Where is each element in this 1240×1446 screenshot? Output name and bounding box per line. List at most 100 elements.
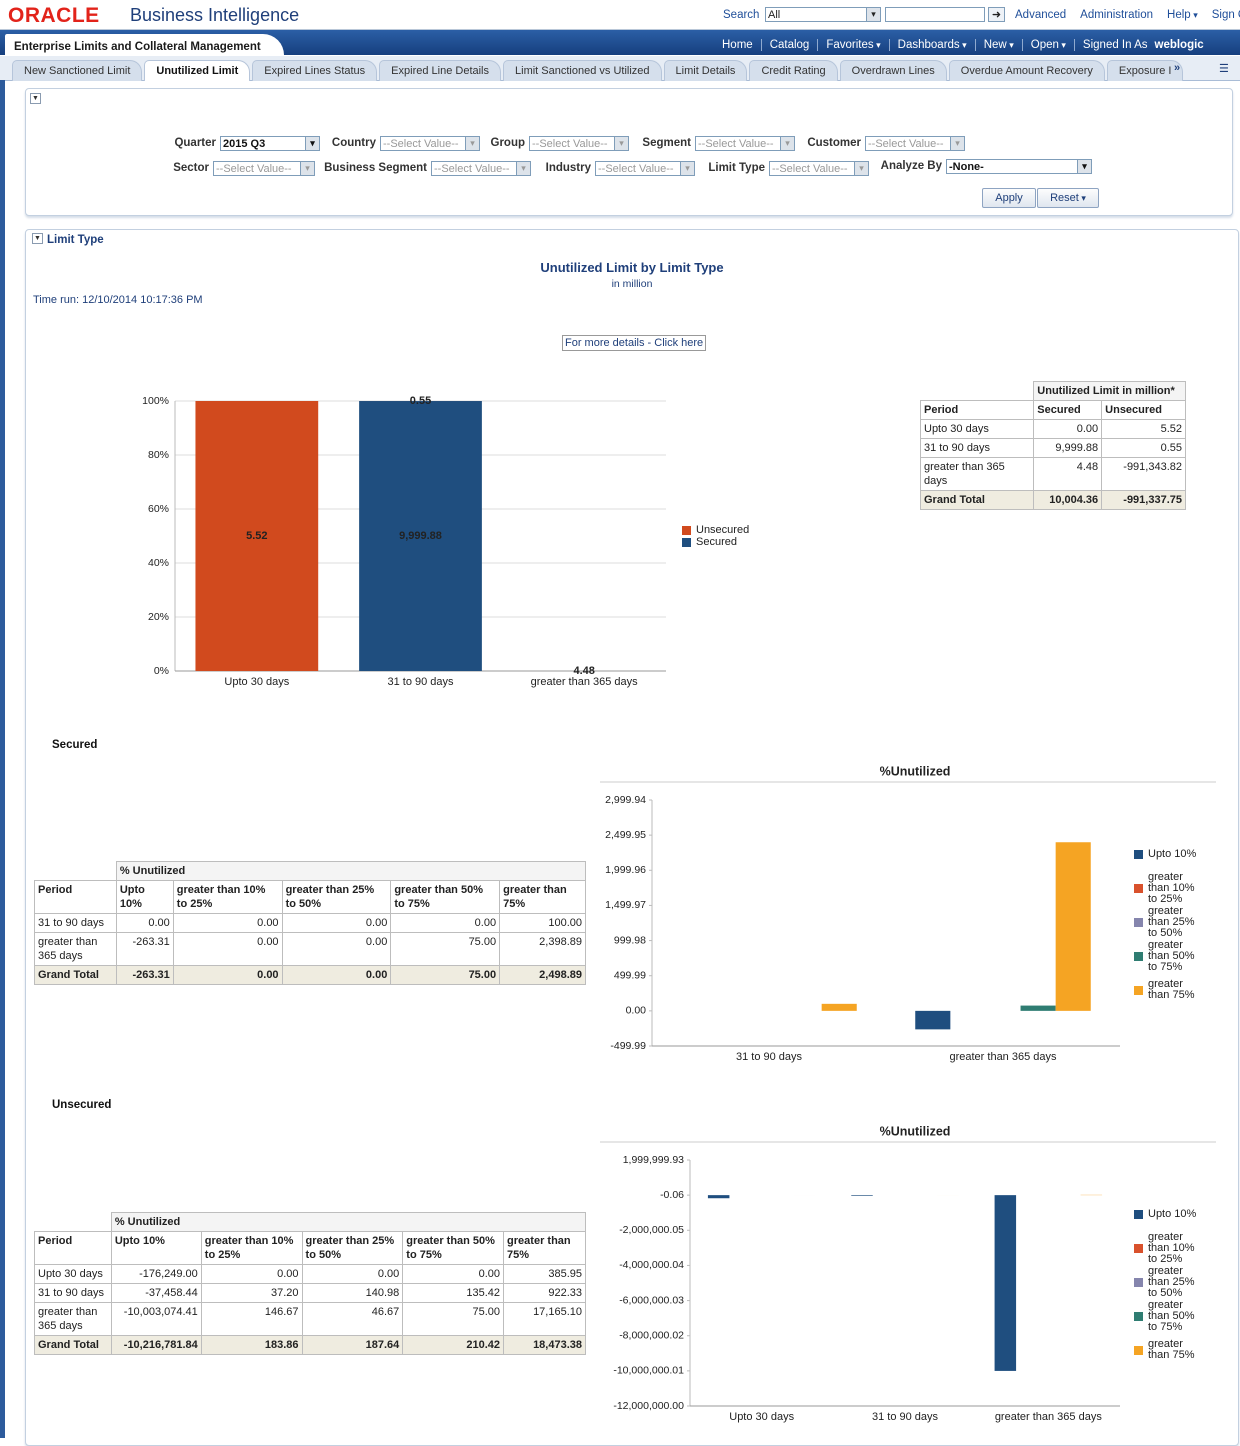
table-cell: 0.00 [403,1265,504,1284]
table-cell: Upto 30 days [921,420,1034,439]
x-tick-label: greater than 365 days [995,1411,1103,1423]
bar [1056,842,1091,1011]
legend-item: Secured [682,536,772,548]
legend-item: greater than 75% [1134,973,1206,1007]
table-cell: -991,337.75 [1102,491,1186,510]
legend-item: greater than 50% to 75% [1134,1299,1206,1333]
table-cell: 0.00 [282,914,391,933]
column-header: greater than 25% to 50% [282,881,391,914]
column-header: Upto 10% [116,881,173,914]
y-tick-label: 1,499.97 [605,899,646,911]
table-cell: 18,473.38 [504,1336,586,1355]
table-cell: 0.00 [282,933,391,966]
x-tick-label: greater than 365 days [531,676,639,688]
legend-swatch [1134,1210,1143,1219]
table-cell: 183.86 [201,1336,302,1355]
table-cell: 0.00 [173,966,282,985]
column-header: greater than 75% [504,1232,586,1265]
legend-label: greater than 50% to 75% [1148,940,1206,973]
column-header: Period [35,1232,112,1265]
legend-swatch [1134,1312,1143,1321]
column-header: Period [921,401,1034,420]
column-header: Secured [1034,401,1102,420]
bar [708,1195,730,1198]
table-cell: 75.00 [391,966,500,985]
legend-swatch [1134,850,1143,859]
legend-swatch [1134,1278,1143,1287]
legend-item: greater than 10% to 25% [1134,871,1206,905]
value-label: 9,999.88 [399,530,442,542]
column-header: Upto 10% [111,1232,201,1265]
blank-cell [35,862,117,881]
chart-title: %Unutilized [880,764,951,778]
bar [822,1004,857,1011]
column-header: greater than 50% to 75% [391,881,500,914]
table-cell: -991,343.82 [1102,458,1186,491]
table-cell: 0.00 [173,933,282,966]
group-header-row: % Unutilized [35,1213,586,1232]
table-cell: 140.98 [302,1284,403,1303]
y-tick-label: -6,000,000.03 [619,1294,684,1306]
y-tick-label: -0.06 [660,1189,684,1201]
legend-item: greater than 25% to 50% [1134,1265,1206,1299]
group-header-row: Unutilized Limit in million* [921,382,1186,401]
table-cell: greater than 365 days [35,933,117,966]
legend-item: greater than 50% to 75% [1134,939,1206,973]
table-cell: 46.67 [302,1303,403,1336]
table-cell: 146.67 [201,1303,302,1336]
table-cell: 9,999.88 [1034,439,1102,458]
table-cell: -263.31 [116,966,173,985]
group-header: % Unutilized [111,1213,585,1232]
y-tick-label: -10,000,000.01 [613,1365,684,1377]
legend-swatch [682,526,691,535]
table-cell: 187.64 [302,1336,403,1355]
y-tick-label: -12,000,000.00 [613,1400,684,1412]
bar [851,1195,873,1196]
table-cell: 0.00 [201,1265,302,1284]
table-cell: -10,216,781.84 [111,1336,201,1355]
table-cell: 0.55 [1102,439,1186,458]
y-tick-label: 0% [154,665,169,677]
table-cell: -176,249.00 [111,1265,201,1284]
y-tick-label: -2,000,000.05 [619,1224,684,1236]
y-tick-label: 60% [148,503,169,515]
y-tick-label: 2,999.94 [605,794,646,806]
x-tick-label: Upto 30 days [729,1411,794,1423]
legend-swatch [1134,884,1143,893]
value-label: 5.52 [246,530,267,542]
column-header: greater than 50% to 75% [403,1232,504,1265]
table-cell: 75.00 [403,1303,504,1336]
blank-cell [35,1213,112,1232]
table-cell: -263.31 [116,933,173,966]
secured-title: Secured [52,739,97,751]
table-cell: Upto 30 days [35,1265,112,1284]
legend-label: greater than 75% [1148,1339,1206,1361]
unsecured-title: Unsecured [52,1099,111,1111]
bar [995,1195,1017,1371]
x-tick-label: greater than 365 days [949,1051,1057,1063]
table-cell: 0.00 [1034,420,1102,439]
table-cell: 135.42 [403,1284,504,1303]
y-tick-label: -4,000,000.04 [619,1259,684,1271]
table-cell: Grand Total [921,491,1034,510]
x-tick-label: Upto 30 days [224,676,289,688]
legend-label: greater than 10% to 25% [1148,872,1206,905]
table-cell: 31 to 90 days [35,914,117,933]
group-header: % Unutilized [116,862,585,881]
bar [915,1011,950,1030]
table-cell: 210.42 [403,1336,504,1355]
x-tick-label: 31 to 90 days [872,1411,939,1423]
legend-item: greater than 25% to 50% [1134,905,1206,939]
legend-swatch [1134,986,1143,995]
legend-item: Upto 10% [1134,1197,1206,1231]
